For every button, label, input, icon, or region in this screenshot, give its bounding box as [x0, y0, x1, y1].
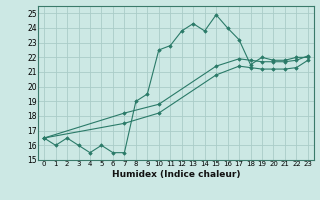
X-axis label: Humidex (Indice chaleur): Humidex (Indice chaleur)	[112, 170, 240, 179]
